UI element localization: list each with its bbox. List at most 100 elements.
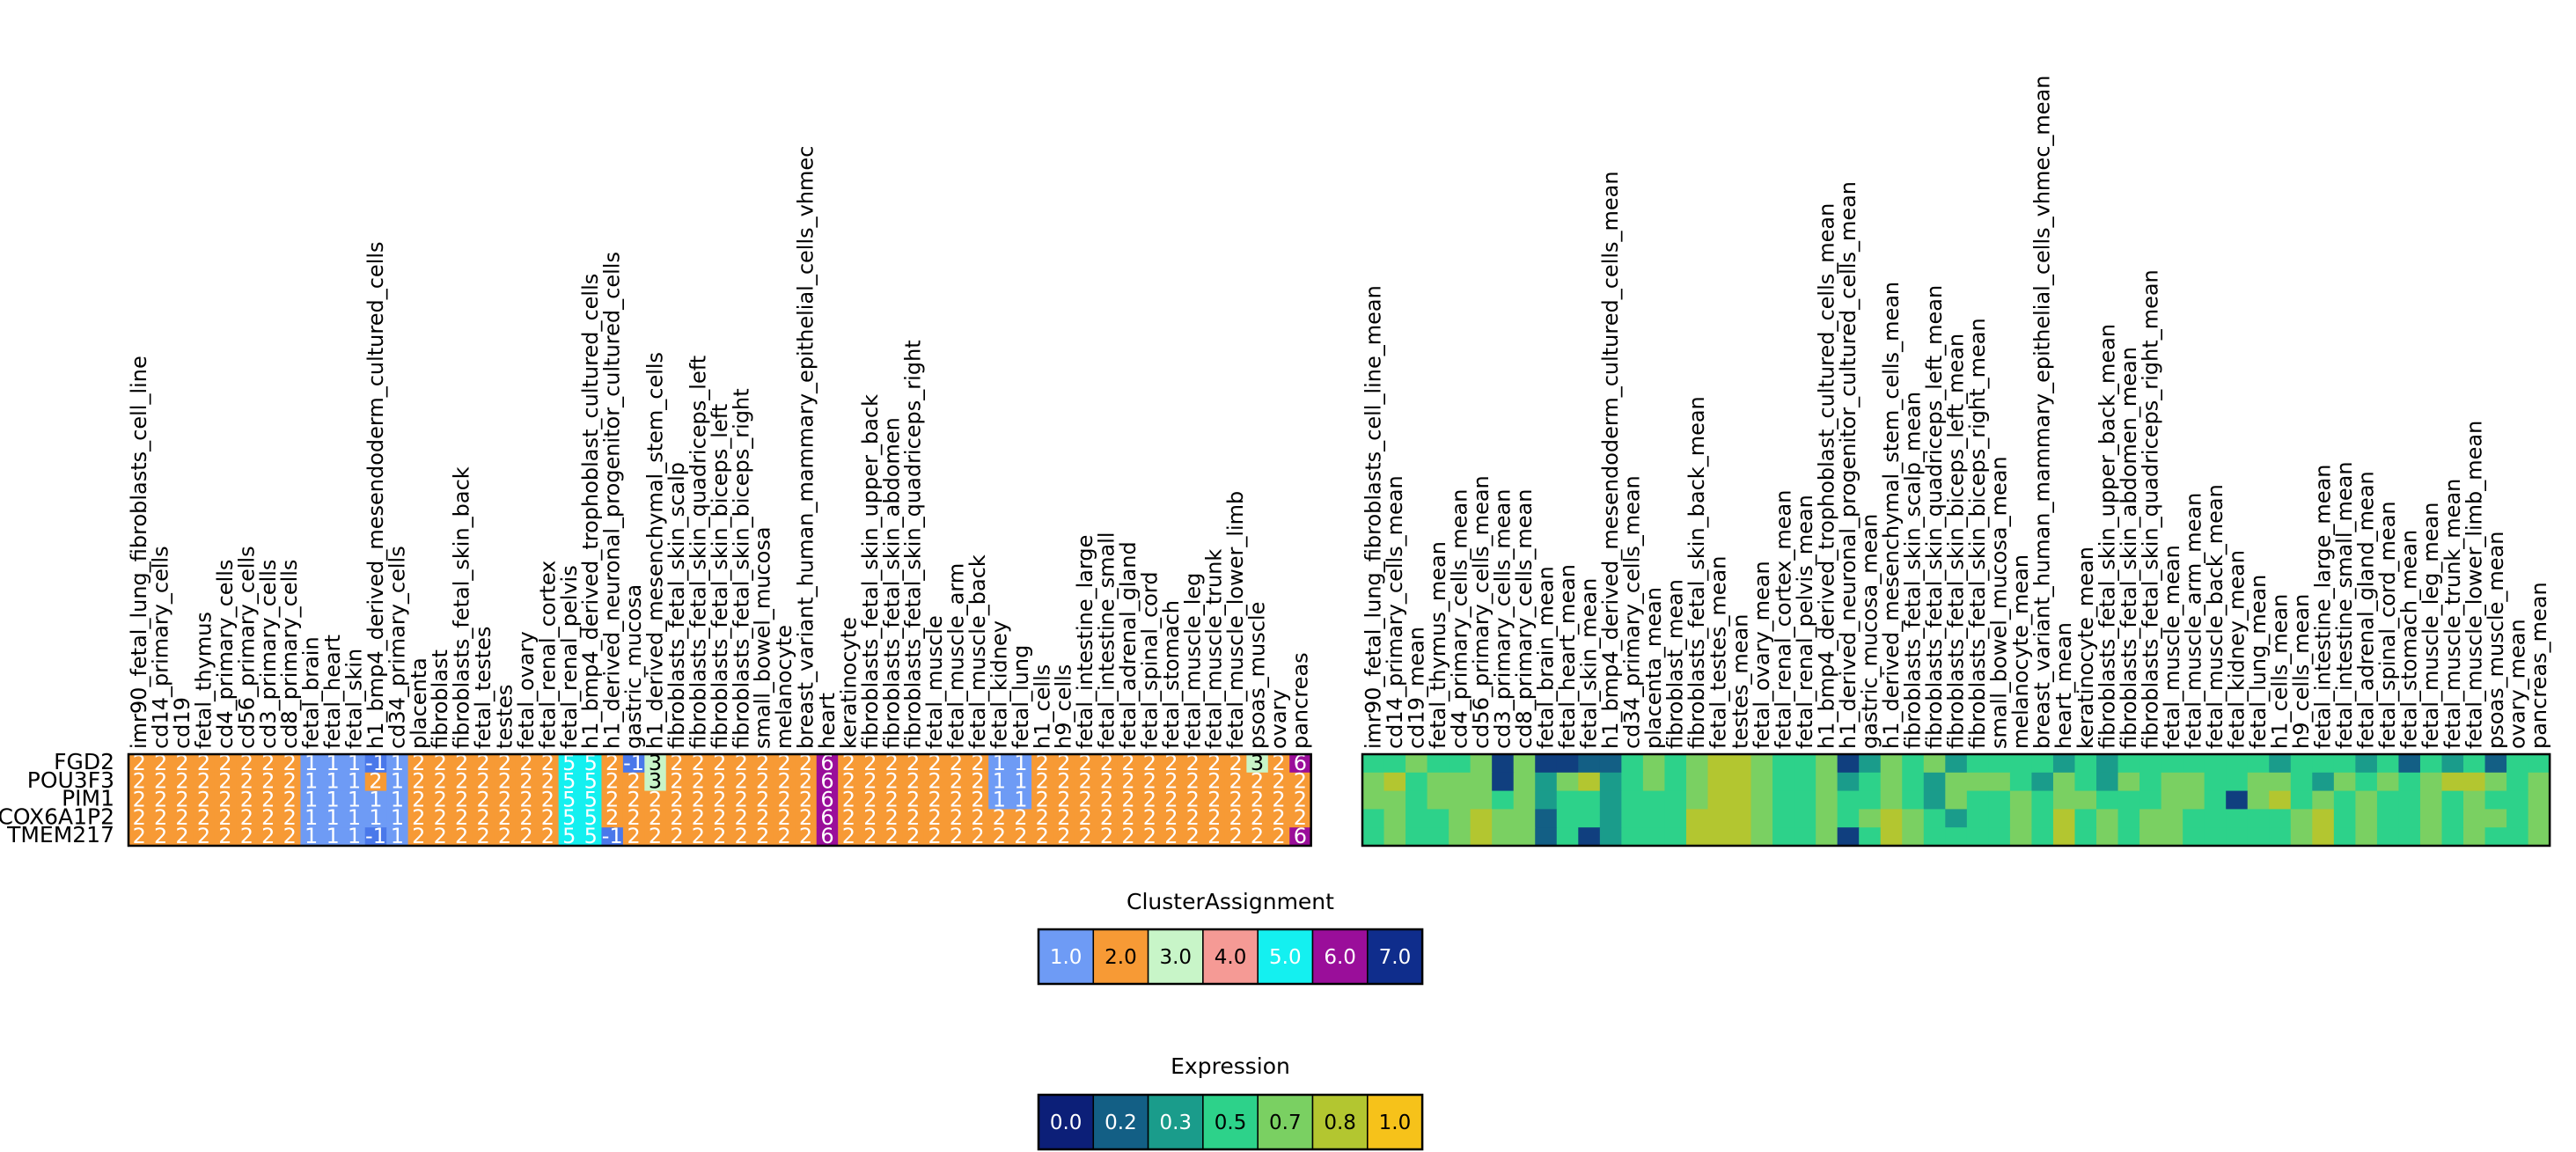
heatmap-cell [1139,772,1162,792]
cell-value: 2 [519,751,532,775]
heatmap-cell [1160,790,1183,810]
heatmap-cell [1685,827,1709,847]
heatmap-cell [1988,754,2011,774]
cell-value: 2 [519,824,532,848]
cell-value: 2 [1078,769,1091,794]
cell-value: 2 [971,751,984,775]
heatmap-cell [2528,809,2550,828]
cell-value: 1 [391,751,404,775]
heatmap-cell [429,754,452,774]
heatmap-cell [2398,809,2421,828]
cell-value: 2 [175,787,188,811]
cell-value: 2 [218,824,231,848]
heatmap-cell [730,772,753,792]
column-label: imr90_fetal_lung_fibroblasts_cell_line_m… [1361,285,1385,749]
heatmap-cell [128,809,151,828]
heatmap-cell [1556,772,1579,792]
cell-value: 2 [541,751,554,775]
heatmap-cell [708,772,731,792]
heatmap-cell [2161,754,2183,774]
heatmap-cell [2269,772,2292,792]
cell-value: 2 [434,805,447,830]
heatmap-cell [1427,790,1449,810]
legend-label: 0.3 [1159,1112,1192,1134]
cell-value: 2 [240,769,253,794]
heatmap-cell [816,790,839,810]
cell-value: 2 [1272,751,1285,775]
column-label: cd34_primary_cells_mean [1620,475,1645,749]
heatmap-cell [2074,827,2097,847]
heatmap-cell [1945,790,1968,810]
cell-value: 1 [326,824,339,848]
heatmap-cell [859,790,882,810]
heatmap-cell [1729,772,1752,792]
heatmap-cell [1816,827,1838,847]
heatmap-cell [2052,827,2076,847]
cell-value: 2 [1251,787,1264,811]
heatmap-cell [644,772,667,792]
cell-value: 2 [692,805,705,830]
heatmap-cell [1837,772,1860,792]
cell-value: 3 [1251,751,1264,775]
heatmap-cell [859,754,882,774]
column-label: fetal_muscle_arm [944,563,969,749]
heatmap-cell [1203,754,1226,774]
column-label: cd56_primary_cells [234,546,259,749]
column-label: cd8_primary_cells_mean [1512,489,1537,750]
heatmap-cell [558,772,581,792]
heatmap-cell [451,809,473,828]
heatmap-cell [1267,772,1290,792]
heatmap-cell [128,772,151,792]
heatmap-cell [665,772,688,792]
heatmap-cell [1405,809,1428,828]
heatmap-cell [1707,772,1730,792]
column-label: testes [493,685,517,749]
cell-value: 2 [735,769,748,794]
cell-value: 2 [283,769,297,794]
cell-value: 2 [906,805,920,830]
heatmap-cell [2247,809,2270,828]
column-label: fibroblast_mean [1663,579,1688,749]
heatmap-cell [364,809,387,828]
cell-value: 2 [218,805,231,830]
heatmap-cell [2052,772,2076,792]
heatmap-cell [2183,772,2205,792]
cell-value: 1 [993,751,1006,775]
expression-legend-title: Expression [1171,1053,1290,1079]
cell-value: 2 [1121,787,1134,811]
heatmap-cell [2376,827,2400,847]
cell-value: 2 [1057,824,1070,848]
heatmap-cell [2463,790,2486,810]
cell-value: 2 [541,805,554,830]
heatmap-cell [1009,809,1032,828]
cell-value: 2 [498,787,511,811]
heatmap-cell [1362,827,1385,847]
column-label: h9_cells [1052,664,1076,749]
column-label: fetal_adrenal_gland_mean [2354,471,2379,749]
heatmap-cell [795,754,818,774]
heatmap-cell [1470,754,1493,774]
cell-value: 2 [1143,751,1156,775]
heatmap-cell [1492,809,1515,828]
heatmap-cell [236,772,259,792]
cell-value: 2 [885,824,899,848]
heatmap-cell [193,809,216,828]
heatmap-cell [1405,790,1428,810]
heatmap-cell [1794,827,1816,847]
heatmap-cell [558,809,581,828]
heatmap-cell [2506,809,2529,828]
cell-value: 2 [950,769,963,794]
cell-value: 1 [993,769,1006,794]
heatmap-cell [966,754,989,774]
heatmap-cell [601,754,624,774]
heatmap-cell [2312,809,2335,828]
heatmap-cell [214,790,237,810]
heatmap-cell [966,790,989,810]
expression-heatmap: imr90_fetal_lung_fibroblasts_cell_line_m… [1361,76,2551,847]
heatmap-cell [1880,790,1903,810]
cell-value: 2 [950,824,963,848]
heatmap-cell [1267,754,1290,774]
heatmap-cell [494,790,517,810]
heatmap-cell [2226,772,2249,792]
heatmap-cell [622,772,645,792]
